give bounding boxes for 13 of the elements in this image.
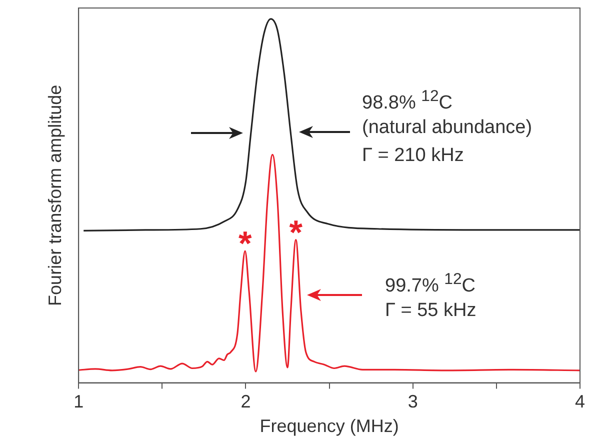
x-tick-label: 3 bbox=[408, 392, 418, 412]
x-tick-label: 1 bbox=[74, 392, 84, 412]
annotation: Γ = 55 kHz bbox=[385, 300, 476, 322]
x-axis-title: Frequency (MHz) bbox=[260, 416, 399, 436]
annotation: 99.7% $^{12}$C bbox=[385, 271, 476, 298]
y-axis-title: Fourier transform amplitude bbox=[44, 84, 65, 306]
x-tick-label: 4 bbox=[574, 392, 586, 412]
annotation: * bbox=[289, 214, 304, 252]
annotation: 98.8% $^{12}$C bbox=[362, 88, 452, 114]
x-tick-label: 2 bbox=[240, 392, 251, 412]
annotation: * bbox=[238, 225, 252, 264]
annotation: Γ = 210 kHz bbox=[362, 145, 464, 167]
annotation: (natural abundance) bbox=[362, 117, 532, 139]
